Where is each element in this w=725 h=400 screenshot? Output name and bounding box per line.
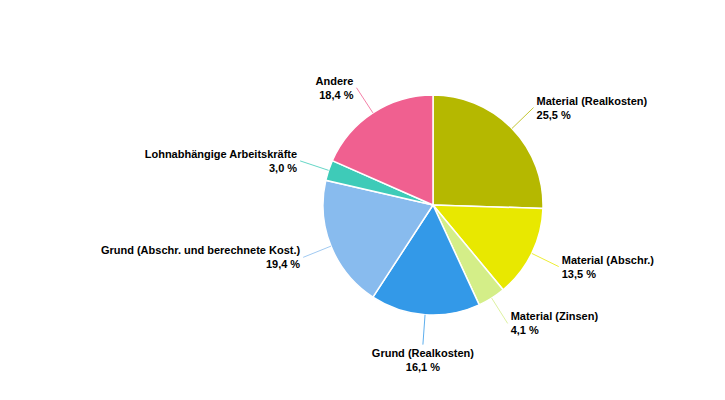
- svg-text:Lohnabhängige Arbeitskräfte3,0: Lohnabhängige Arbeitskräfte3,0 %: [145, 148, 298, 174]
- svg-text:Material (Zinsen)4,1 %: Material (Zinsen)4,1 %: [511, 310, 599, 336]
- svg-text:Material (Abschr.)13,5 %: Material (Abschr.)13,5 %: [562, 254, 655, 280]
- svg-text:Material (Realkosten)25,5 %: Material (Realkosten)25,5 %: [537, 95, 648, 121]
- svg-text:Andere18,4 %: Andere18,4 %: [316, 75, 354, 101]
- svg-text:Grund (Abschr. und berechnete: Grund (Abschr. und berechnete Kost.)19,4…: [101, 244, 301, 270]
- svg-text:Grund (Realkosten)16,1 %: Grund (Realkosten)16,1 %: [372, 347, 474, 373]
